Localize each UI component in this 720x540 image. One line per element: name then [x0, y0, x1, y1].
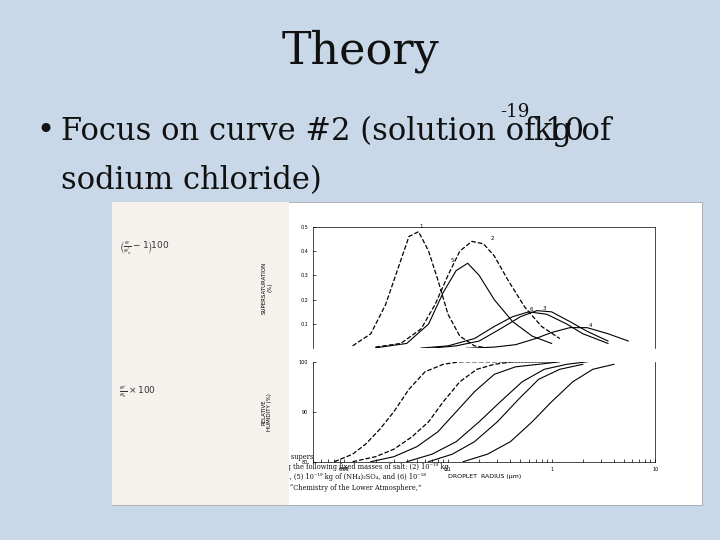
Text: 0.01: 0.01 — [340, 467, 349, 471]
Y-axis label: SUPERSATURATION
(%): SUPERSATURATION (%) — [261, 261, 272, 314]
Text: 6: 6 — [530, 307, 534, 312]
Text: Fig. 4.12   Variations of the relative humidity and supersaturation of the air a: Fig. 4.12 Variations of the relative hum… — [122, 453, 449, 502]
Text: 1: 1 — [420, 224, 423, 229]
Text: •: • — [36, 116, 54, 147]
Text: 3: 3 — [543, 306, 546, 311]
Y-axis label: RELATIVE
HUMIDITY (%): RELATIVE HUMIDITY (%) — [261, 393, 272, 431]
Bar — [112, 202, 702, 505]
Text: 5: 5 — [450, 258, 454, 263]
Text: Focus on curve #2 (solution of 10: Focus on curve #2 (solution of 10 — [61, 116, 584, 147]
Text: $\left(\frac{e}{e_s'}-1\right)\!100$: $\left(\frac{e}{e_s'}-1\right)\!100$ — [119, 239, 169, 256]
X-axis label: DROPLET  RADIUS (μm): DROPLET RADIUS (μm) — [448, 474, 521, 480]
Text: sodium chloride): sodium chloride) — [61, 165, 322, 195]
Text: 4: 4 — [589, 323, 593, 328]
Bar — [112, 202, 289, 505]
Text: kg of: kg of — [524, 116, 611, 147]
Text: Theory: Theory — [281, 30, 439, 73]
Text: -19: -19 — [500, 103, 530, 120]
Text: 2: 2 — [491, 236, 495, 241]
Text: $\frac{e'}{e_s}\times 100$: $\frac{e'}{e_s}\times 100$ — [119, 384, 156, 400]
